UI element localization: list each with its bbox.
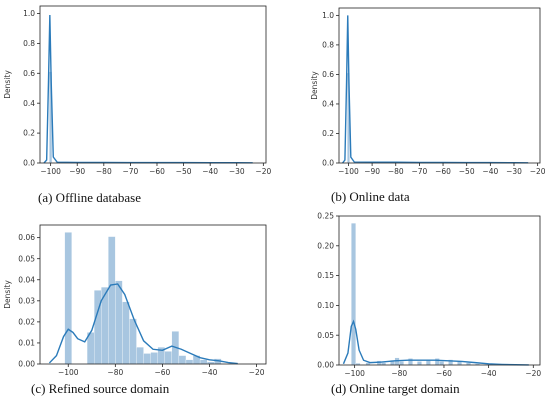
y-tick-label: 0.2 — [322, 129, 334, 138]
x-tick-label: −100 — [58, 368, 79, 377]
y-tick-label: 0.01 — [18, 339, 35, 348]
y-tick-label: 0.15 — [317, 271, 334, 280]
y-tick-label: 0.04 — [18, 275, 35, 284]
histogram-bar — [417, 361, 422, 366]
y-tick-label: 0.05 — [317, 331, 334, 340]
plot-frame — [338, 215, 541, 366]
histogram-bar — [164, 351, 172, 365]
y-tick-label: 0.8 — [23, 39, 35, 48]
chart-panel-0: −100 −90 −80 −70 −60 −50 −40 −30 −20 0.0 0.2 0.4 0.6… — [3, 5, 271, 205]
kde-line — [342, 15, 529, 164]
y-tick-label: 0.05 — [18, 254, 35, 263]
x-tick-label: −30 — [229, 167, 245, 176]
subfigure-caption: (b) Online data — [331, 189, 410, 204]
kde-line — [48, 283, 238, 365]
x-tick-label: −100 — [338, 167, 359, 176]
y-tick-label: 0.0 — [23, 159, 35, 168]
x-tick-label: −60 — [436, 369, 452, 378]
histogram-bar — [185, 359, 194, 365]
x-tick-label: −60 — [149, 167, 165, 176]
y-tick-label: 0.4 — [23, 99, 35, 108]
chart-panel-1: −100 −90 −80 −70 −60 −50 −40 −30 −20 0.0 0.2 0.4 0.6… — [310, 7, 546, 204]
x-tick-label: −60 — [435, 167, 451, 176]
x-tick-label: −70 — [411, 167, 427, 176]
y-tick-label: 0.20 — [317, 241, 334, 250]
y-tick-label: 0.10 — [317, 301, 334, 310]
y-axis-label: Density — [3, 70, 12, 99]
y-axis-label: Density — [310, 71, 319, 100]
chart-panel-2: −100 −80 −60 −40 −20 0.00 0.01 0.02 0.03 0.04 0.05… — [3, 224, 267, 396]
plot-frame — [39, 5, 267, 164]
y-tick-label: 1.0 — [322, 11, 334, 20]
histogram-bar — [399, 361, 404, 366]
histogram-bar — [122, 301, 130, 365]
x-tick-label: −80 — [391, 369, 407, 378]
histogram-bar — [178, 355, 187, 365]
x-tick-label: −90 — [69, 167, 85, 176]
x-tick-label: −20 — [525, 369, 541, 378]
x-tick-label: −30 — [506, 167, 522, 176]
x-tick-label: −40 — [481, 369, 497, 378]
x-tick-label: −40 — [482, 167, 498, 176]
y-tick-label: 0.02 — [18, 317, 35, 326]
histogram-bar — [136, 347, 144, 365]
histogram-bar — [351, 223, 356, 366]
y-tick-label: 0.00 — [317, 361, 334, 370]
histogram-bar — [199, 359, 208, 365]
histogram-bar — [129, 318, 137, 365]
x-tick-label: −90 — [364, 167, 380, 176]
y-tick-label: 0.6 — [322, 70, 334, 79]
x-tick-label: −60 — [155, 368, 171, 377]
y-tick-label: 1.0 — [23, 9, 35, 18]
x-tick-label: −20 — [249, 368, 265, 377]
y-tick-label: 0.6 — [23, 69, 35, 78]
y-tick-label: 0.03 — [18, 296, 35, 305]
x-tick-label: −40 — [202, 167, 218, 176]
x-tick-label: −100 — [344, 369, 365, 378]
plot-frame — [338, 7, 541, 164]
x-tick-label: −100 — [40, 167, 61, 176]
y-tick-label: 0.8 — [322, 41, 334, 50]
subfigure-caption: (d) Online target domain — [331, 381, 460, 396]
y-axis-label: Density — [3, 280, 12, 309]
chart-panel-3: −100 −80 −60 −40 −20 0.00 0.05 0.10 0.15 0.20 0.25… — [317, 212, 541, 396]
histogram-bar — [434, 358, 440, 366]
y-tick-label: 0.0 — [322, 159, 334, 168]
x-tick-label: −40 — [202, 368, 218, 377]
plot-frame — [39, 224, 267, 365]
x-tick-label: −80 — [96, 167, 112, 176]
subfigure-caption: (a) Offline database — [38, 190, 141, 205]
histogram-bar — [108, 236, 116, 365]
histogram-bar — [64, 232, 72, 365]
histogram-bar — [425, 360, 431, 366]
y-tick-label: 0.2 — [23, 129, 35, 138]
x-tick-label: −50 — [459, 167, 475, 176]
histogram-bar — [408, 358, 413, 366]
kde-line — [342, 319, 529, 366]
histogram-bar — [115, 280, 123, 365]
histogram-bar — [93, 290, 102, 365]
y-tick-label: 0.4 — [322, 100, 334, 109]
subfigure-caption: (c) Refined source domain — [31, 381, 170, 396]
x-tick-label: −80 — [107, 368, 123, 377]
x-tick-label: −70 — [122, 167, 138, 176]
y-tick-label: 0.25 — [317, 212, 334, 221]
x-tick-label: −50 — [176, 167, 192, 176]
kde-line — [43, 14, 253, 164]
y-tick-label: 0.00 — [18, 360, 35, 369]
histogram-bar — [143, 353, 151, 365]
x-tick-label: −20 — [530, 167, 546, 176]
histogram-bar — [150, 352, 158, 365]
y-tick-label: 0.06 — [18, 233, 35, 242]
x-tick-label: −20 — [255, 167, 271, 176]
histogram-bar — [439, 361, 445, 366]
x-tick-label: −80 — [388, 167, 404, 176]
